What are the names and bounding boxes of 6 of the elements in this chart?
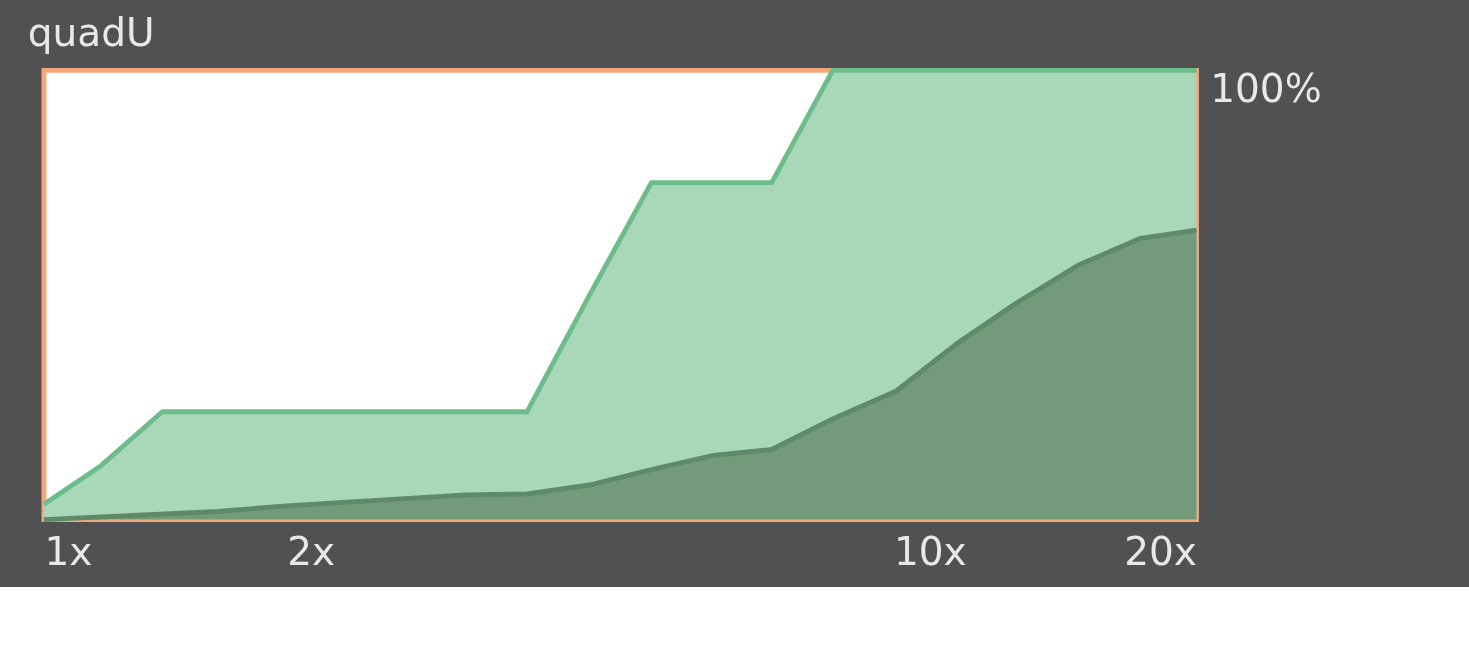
- x-tick-label: 1x: [44, 529, 93, 575]
- x-tick-label: 2x: [287, 529, 336, 575]
- text: 100%: [1210, 65, 1322, 111]
- x-tick-label: 10x: [893, 529, 967, 575]
- x-tick-label: 20x: [1124, 529, 1197, 575]
- chart-title: quadU: [27, 10, 155, 56]
